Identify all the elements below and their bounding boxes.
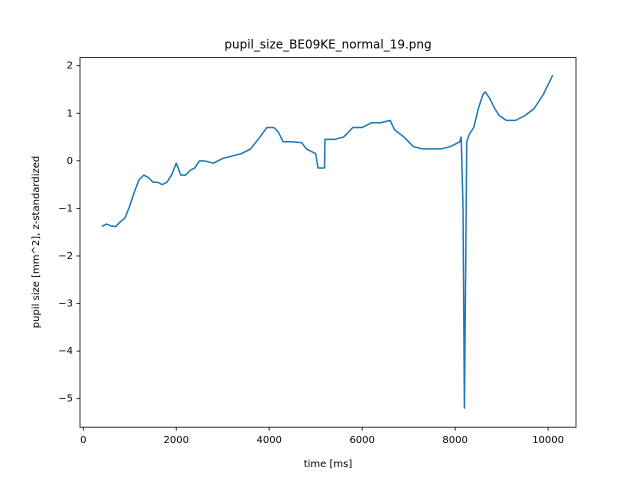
data-line: [101, 74, 554, 409]
x-tick-label: 2000: [163, 435, 188, 446]
chart-title: pupil_size_BE09KE_normal_19.png: [224, 38, 431, 52]
y-tick-label: −4: [58, 346, 73, 357]
y-tick-label: −1: [58, 203, 73, 214]
y-tick-label: −3: [58, 299, 73, 310]
x-tick-label: 6000: [349, 435, 374, 446]
y-tick-label: −5: [58, 394, 73, 405]
y-tick-label: 2: [67, 61, 73, 72]
plot-frame: [79, 57, 577, 428]
x-tick-label: 4000: [256, 435, 281, 446]
x-axis-label: time [ms]: [304, 459, 353, 470]
x-tick-label: 10000: [532, 435, 564, 446]
y-tick-label: 0: [67, 156, 73, 167]
y-tick-label: −2: [58, 251, 73, 262]
y-axis-label: pupil size [mm^2], z-standardized: [31, 156, 42, 328]
x-tick-label: 0: [80, 435, 86, 446]
y-tick-label: 1: [67, 108, 73, 119]
x-tick-label: 8000: [442, 435, 467, 446]
